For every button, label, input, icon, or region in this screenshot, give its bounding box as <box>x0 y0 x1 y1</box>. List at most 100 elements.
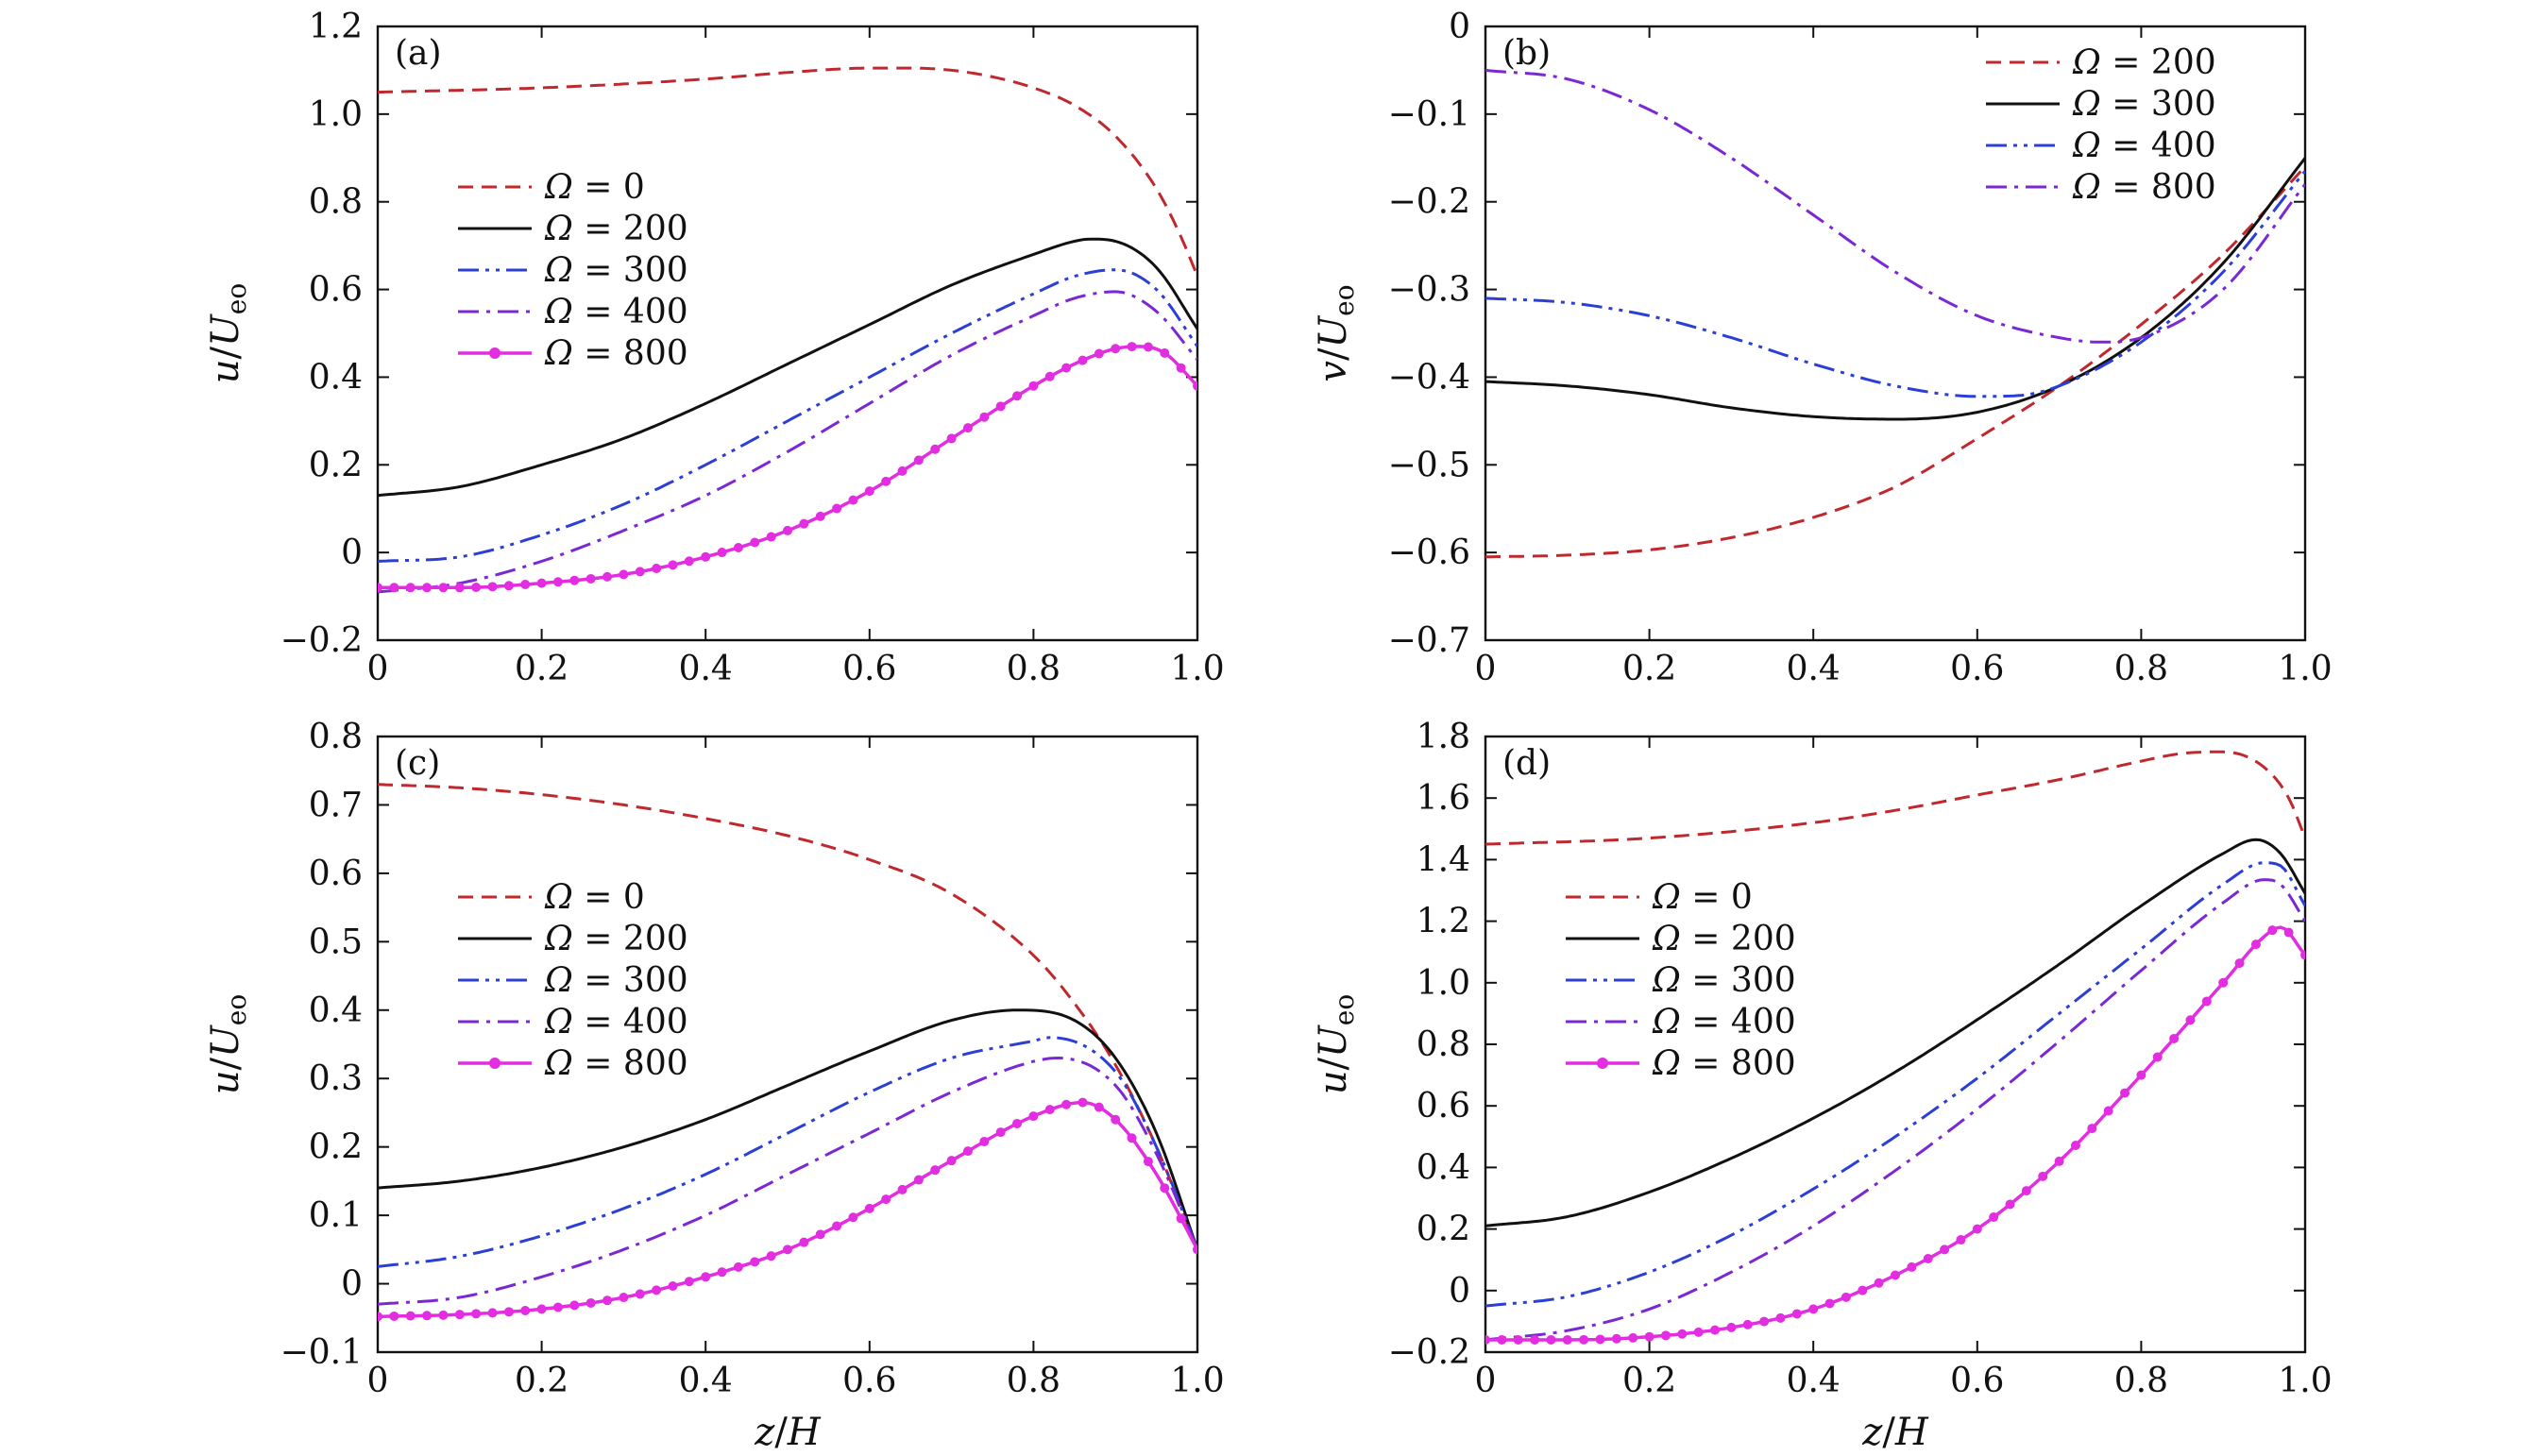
y-tick-label: 0.4 <box>309 991 363 1030</box>
y-tick-label: 0.4 <box>1417 1148 1470 1187</box>
y-tick-label: 0.6 <box>309 271 363 310</box>
y-tick-label: −0.1 <box>280 1333 363 1372</box>
series-marker-800 <box>1775 1312 1786 1323</box>
legend-symbol: Ω <box>544 168 573 207</box>
series-marker-800 <box>783 525 792 535</box>
series-marker-800 <box>1841 1292 1851 1302</box>
plot-area <box>378 783 1197 1322</box>
series-marker-800 <box>995 1127 1006 1138</box>
series-marker-800 <box>1127 1133 1137 1143</box>
panel-a: 0 0.2 0.4 0.6 0.8 1.0−0.200.20.40.60.81.01.2(… <box>204 8 1225 688</box>
x-tick-label: 0.6 <box>1950 650 2004 688</box>
y-tick-label: 0.2 <box>309 1128 363 1167</box>
series-marker-800 <box>668 560 678 570</box>
x-axis-title-sep: / <box>774 1411 788 1454</box>
y-axis-title-sep: / <box>204 1057 247 1070</box>
legend-eq: = <box>573 334 623 373</box>
legend-entry: Ω = 400 <box>544 1003 688 1041</box>
series-marker-800 <box>389 1311 399 1321</box>
legend-symbol: Ω <box>544 251 573 290</box>
y-tick-label: 1.2 <box>1417 903 1470 941</box>
legend-entry: Ω = 400 <box>544 293 688 331</box>
series-marker-800 <box>701 1272 711 1282</box>
series-line-400 <box>1485 170 2305 398</box>
series-marker-800 <box>536 578 547 588</box>
y-tick-label: 1.8 <box>1417 718 1470 756</box>
series-marker-800 <box>1595 1334 1605 1345</box>
series-marker-800 <box>2300 950 2305 960</box>
legend-symbol: Ω <box>544 878 573 917</box>
x-axis-title-d: z/H <box>1861 1411 1929 1454</box>
legend-entry: Ω = 0 <box>544 878 645 917</box>
series-marker-800 <box>2038 1171 2048 1181</box>
series-marker-800 <box>1193 381 1197 391</box>
y-tick-label: 1.0 <box>1417 964 1470 1003</box>
legend-value: 300 <box>623 251 688 290</box>
series-marker-800 <box>503 581 514 591</box>
series-marker-800 <box>1940 1244 1950 1255</box>
series-marker-800 <box>652 1285 662 1295</box>
legend-eq: = <box>1681 961 1731 1000</box>
series-line-300 <box>378 268 1197 563</box>
series-marker-800 <box>487 1308 498 1318</box>
panel-label: (d) <box>1502 744 1551 783</box>
series-line-400 <box>1485 878 2305 1342</box>
x-tick-label: 0.4 <box>679 650 733 688</box>
legend-value: 800 <box>623 334 688 373</box>
series-line-300 <box>378 1036 1197 1268</box>
y-tick-label: 1.2 <box>309 8 363 46</box>
plot-area <box>378 66 1197 594</box>
plot-area <box>1485 68 2305 559</box>
series-marker-800 <box>1628 1332 1638 1343</box>
y-axis-title-sub: eo <box>1329 994 1360 1025</box>
series-marker-800 <box>1824 1298 1835 1309</box>
series-marker-800 <box>536 1304 547 1314</box>
series-marker-800 <box>1791 1309 1802 1319</box>
series-marker-800 <box>1874 1278 1884 1288</box>
y-tick-label: 0.3 <box>309 1059 363 1098</box>
legend-value: 300 <box>2151 85 2216 124</box>
legend-symbol: Ω <box>544 1003 573 1041</box>
series-marker-800 <box>422 583 433 593</box>
x-axis-title-sep: / <box>1882 1411 1895 1454</box>
series-marker-800 <box>422 1311 433 1321</box>
legend-symbol: Ω <box>544 1044 573 1083</box>
legend-eq: = <box>573 168 623 207</box>
legend-value: 200 <box>1731 920 1796 958</box>
series-marker-800 <box>2087 1124 2097 1134</box>
series-marker-800 <box>766 1251 776 1261</box>
legend-eq: = <box>573 878 623 917</box>
y-tick-label: −0.2 <box>280 621 363 660</box>
series-marker-800 <box>962 1146 973 1157</box>
y-tick-label: 0 <box>1449 1272 1470 1311</box>
y-axis-title-sub: eo <box>221 994 252 1025</box>
series-marker-800 <box>378 1312 382 1322</box>
x-tick-label: 0.8 <box>2114 1362 2168 1400</box>
legend-entry: Ω = 400 <box>2072 127 2216 165</box>
series-marker-800 <box>897 466 908 476</box>
legend-symbol: Ω <box>1652 1003 1681 1041</box>
series-marker-800 <box>1044 371 1055 381</box>
series-marker-800 <box>1111 1114 1121 1125</box>
series-marker-800 <box>1160 347 1170 358</box>
series-marker-800 <box>766 532 776 542</box>
legend-value: 0 <box>623 168 645 207</box>
panel-label: (c) <box>395 744 440 783</box>
series-marker-800 <box>1176 363 1186 373</box>
series-marker-800 <box>1923 1253 1933 1263</box>
y-axis-title-denom: U <box>204 1024 247 1058</box>
series-marker-800 <box>799 1237 809 1247</box>
y-axis-title: u/Ueo <box>1312 994 1360 1094</box>
legend-eq: = <box>573 1044 623 1083</box>
y-tick-label: −0.4 <box>1388 358 1470 397</box>
series-marker-800 <box>1759 1316 1770 1327</box>
series-marker-800 <box>783 1244 792 1255</box>
series-marker-800 <box>1808 1304 1819 1314</box>
legend-symbol: Ω <box>1652 961 1681 1000</box>
series-marker-800 <box>668 1280 678 1291</box>
y-tick-label: 0.8 <box>1417 1025 1470 1064</box>
series-marker-800 <box>1972 1224 1982 1234</box>
x-tick-label: 0.4 <box>1787 650 1841 688</box>
series-marker-800 <box>946 433 957 444</box>
y-tick-label: 0.6 <box>1417 1087 1470 1126</box>
